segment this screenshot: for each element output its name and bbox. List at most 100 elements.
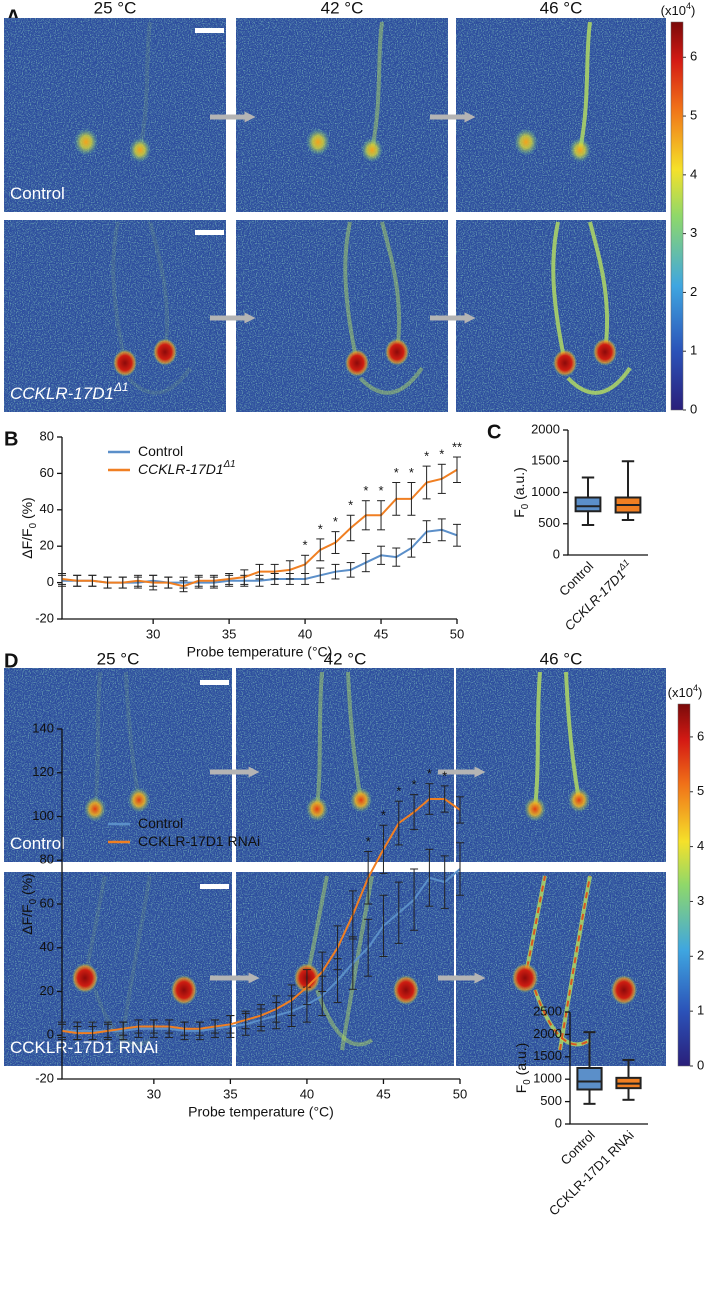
error-bar bbox=[377, 500, 386, 531]
micrograph-content bbox=[4, 872, 232, 1066]
micrograph bbox=[236, 220, 448, 412]
error-bar bbox=[285, 560, 294, 580]
neurite bbox=[343, 221, 359, 364]
error-bar bbox=[348, 890, 357, 940]
error-bar bbox=[394, 881, 403, 944]
error-bar bbox=[211, 1019, 220, 1034]
error-bar bbox=[440, 855, 449, 909]
y-tick-label: 60 bbox=[40, 465, 54, 480]
significance: ** bbox=[452, 439, 462, 454]
neurite-hot bbox=[534, 989, 591, 1046]
text-sub: 0 bbox=[28, 898, 39, 904]
error-bar bbox=[316, 567, 325, 584]
cell-body bbox=[306, 796, 328, 822]
cell-body bbox=[84, 796, 106, 822]
text-part: F bbox=[511, 509, 527, 518]
micrograph-noise bbox=[236, 668, 454, 862]
error-bar bbox=[270, 563, 279, 580]
colorbar-unit: (x104) bbox=[661, 1, 696, 18]
micrograph-noise bbox=[4, 18, 226, 212]
micrograph-content bbox=[456, 872, 666, 1066]
error-bar bbox=[240, 569, 249, 585]
cell-body bbox=[170, 975, 198, 1005]
cell-body bbox=[392, 975, 420, 1005]
y-tick-label: 1500 bbox=[531, 453, 560, 468]
text-part: (%) bbox=[19, 497, 35, 523]
colorbar-tick-label: 0 bbox=[697, 1057, 704, 1072]
micrograph bbox=[4, 18, 226, 212]
micrograph bbox=[4, 872, 232, 1066]
y-tick-label: 0 bbox=[555, 1115, 562, 1130]
error-bar bbox=[331, 531, 340, 554]
error-bar bbox=[241, 1010, 250, 1030]
y-tick-label: 60 bbox=[40, 895, 54, 910]
micrograph-content bbox=[4, 668, 232, 862]
micrograph bbox=[236, 872, 454, 1066]
error-bar bbox=[392, 547, 401, 567]
cell-body bbox=[552, 349, 578, 377]
colorbar bbox=[677, 703, 691, 1067]
significance: * bbox=[424, 449, 429, 464]
y-tick-label: 0 bbox=[553, 546, 560, 561]
text-part: ) bbox=[698, 685, 702, 700]
micrograph-content bbox=[456, 220, 666, 412]
cell-body bbox=[384, 338, 410, 366]
text-part: ΔF/F bbox=[19, 528, 35, 558]
significance: * bbox=[381, 808, 386, 823]
neurite bbox=[358, 366, 424, 395]
colorbar-tick-label: 5 bbox=[690, 107, 697, 122]
colorbar-tick-label: 4 bbox=[697, 838, 704, 853]
micrograph-noise bbox=[236, 872, 454, 1066]
legend-label: CCKLR-17D1Δ1 bbox=[138, 459, 236, 477]
colorbar-tick-label: 3 bbox=[697, 893, 704, 908]
neurite bbox=[588, 221, 610, 353]
x-tick-label: 45 bbox=[376, 1086, 390, 1101]
colorbar-tick-label: 4 bbox=[690, 166, 697, 181]
text-part: ) bbox=[691, 3, 695, 18]
cell-body bbox=[71, 963, 99, 993]
text-sub: 0 bbox=[520, 503, 531, 509]
x-tick-label: 30 bbox=[146, 626, 160, 641]
cell-body bbox=[73, 128, 99, 156]
legend-label: CCKLR-17D1 RNAi bbox=[138, 833, 260, 849]
neurite bbox=[346, 671, 363, 801]
axis bbox=[567, 430, 648, 556]
error-bar bbox=[379, 894, 388, 957]
text-sup: 4 bbox=[693, 683, 698, 693]
error-bar bbox=[119, 1021, 128, 1036]
micrograph-noise bbox=[4, 872, 232, 1066]
significance: * bbox=[396, 784, 401, 799]
error-bar bbox=[58, 1023, 66, 1038]
significance: * bbox=[379, 483, 384, 498]
text-part: Control bbox=[10, 834, 65, 853]
error-bar bbox=[346, 514, 355, 542]
text-part: (x10 bbox=[661, 3, 686, 18]
colorbar-tick-label: 6 bbox=[690, 49, 697, 64]
error-bar bbox=[164, 576, 173, 589]
x-tick-label: CCKLR-17D1Δ1 bbox=[560, 558, 636, 634]
text-part: (x10 bbox=[668, 685, 693, 700]
micrograph-noise bbox=[456, 668, 666, 862]
legend-label: Control bbox=[138, 815, 183, 831]
error-bar bbox=[410, 868, 419, 931]
significance: * bbox=[366, 834, 371, 849]
micrograph bbox=[236, 668, 454, 862]
cell-body bbox=[152, 338, 178, 366]
text-part: CCKLR-17D1 RNAi bbox=[10, 1038, 158, 1057]
error-bar bbox=[364, 918, 373, 977]
y-tick-label: 1000 bbox=[531, 484, 560, 499]
error-bar bbox=[149, 574, 158, 591]
cell-body bbox=[569, 137, 591, 163]
column-header: 42 °C bbox=[321, 0, 364, 17]
error-bar bbox=[316, 538, 325, 562]
error-bar bbox=[377, 545, 386, 565]
micrograph-content bbox=[456, 18, 666, 212]
neurite bbox=[305, 875, 329, 979]
text-part: CCKLR-17D1 bbox=[10, 384, 114, 403]
y-tick-label: 500 bbox=[538, 515, 560, 530]
significance: * bbox=[333, 514, 338, 529]
error-bar bbox=[407, 538, 416, 558]
error-bar bbox=[331, 563, 340, 580]
